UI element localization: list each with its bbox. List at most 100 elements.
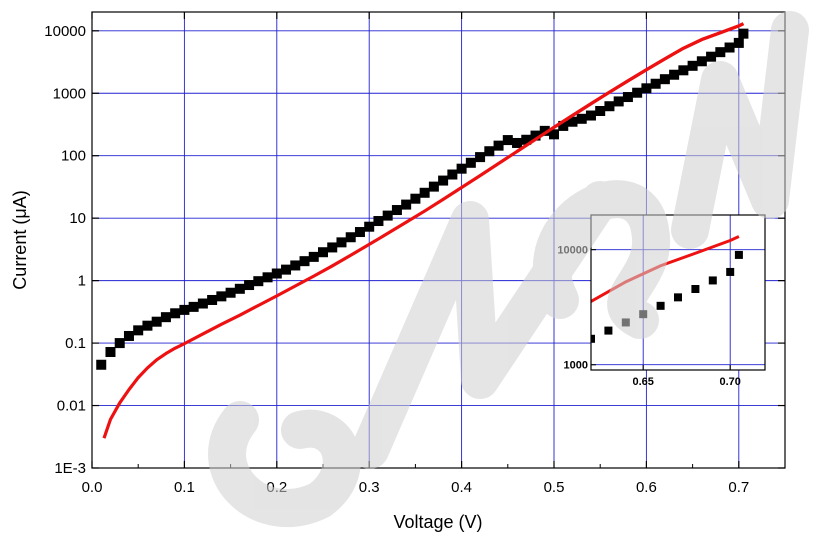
data-point bbox=[281, 264, 292, 275]
data-point bbox=[345, 232, 356, 243]
x-tick-label: 0.0 bbox=[82, 479, 103, 496]
data-point bbox=[502, 135, 513, 146]
inset-data-point bbox=[674, 293, 682, 302]
y-tick-label: 0.1 bbox=[65, 335, 86, 352]
data-point bbox=[188, 301, 199, 312]
data-point bbox=[641, 83, 652, 94]
data-point bbox=[512, 137, 523, 148]
data-point bbox=[604, 101, 615, 112]
data-point bbox=[558, 120, 569, 131]
data-point bbox=[549, 129, 559, 140]
y-tick-label: 10 bbox=[69, 210, 86, 227]
x-axis-title: Voltage (V) bbox=[393, 512, 482, 532]
data-point bbox=[253, 276, 264, 287]
data-point bbox=[308, 251, 319, 262]
data-point bbox=[105, 346, 116, 357]
data-point bbox=[456, 163, 467, 174]
data-point bbox=[576, 113, 587, 124]
inset-data-point bbox=[656, 301, 665, 310]
inset-data-point bbox=[639, 310, 648, 319]
data-point bbox=[299, 256, 310, 267]
data-point bbox=[613, 96, 624, 107]
data-point bbox=[687, 60, 698, 71]
inset-y-tick-label: 10000 bbox=[557, 245, 588, 257]
data-point bbox=[354, 227, 365, 238]
data-point bbox=[123, 330, 134, 341]
data-point bbox=[738, 28, 749, 39]
data-point bbox=[595, 105, 606, 116]
data-point bbox=[493, 140, 504, 151]
data-point bbox=[475, 152, 486, 163]
data-point bbox=[465, 157, 476, 168]
data-point bbox=[160, 312, 171, 323]
y-tick-label: 1000 bbox=[53, 85, 86, 102]
x-tick-label: 0.4 bbox=[451, 479, 472, 496]
data-point bbox=[327, 242, 338, 253]
data-point bbox=[179, 304, 190, 315]
data-point bbox=[706, 51, 717, 62]
data-point bbox=[225, 287, 236, 298]
y-tick-label: 1E-3 bbox=[54, 460, 86, 477]
x-tick-label: 0.6 bbox=[636, 479, 657, 496]
data-point bbox=[336, 237, 347, 248]
y-axis-title: Current (μA) bbox=[10, 190, 30, 289]
inset-x-tick-label: 0.65 bbox=[632, 376, 653, 388]
inset-data-point bbox=[726, 267, 735, 276]
inset-x-tick-label: 0.70 bbox=[719, 376, 740, 388]
data-point bbox=[391, 205, 402, 216]
data-point bbox=[114, 338, 125, 349]
x-tick-label: 0.2 bbox=[266, 479, 287, 496]
data-point bbox=[567, 116, 578, 127]
data-point bbox=[428, 181, 439, 192]
inset-data-point bbox=[621, 318, 630, 327]
data-point bbox=[244, 280, 255, 291]
data-point bbox=[373, 216, 384, 227]
y-tick-label: 100 bbox=[61, 148, 86, 165]
x-tick-label: 0.1 bbox=[174, 479, 195, 496]
data-point bbox=[438, 175, 449, 186]
x-tick-label: 0.3 bbox=[359, 479, 380, 496]
data-point bbox=[659, 74, 670, 85]
data-point bbox=[419, 187, 430, 198]
data-point bbox=[170, 308, 181, 319]
data-point bbox=[669, 69, 680, 80]
inset-x-axis: 0.65 0.70 bbox=[632, 365, 741, 388]
data-point bbox=[484, 146, 495, 157]
x-tick-label: 0.5 bbox=[544, 479, 565, 496]
data-point bbox=[234, 283, 245, 294]
inset-data-point bbox=[708, 276, 717, 285]
y-tick-label: 1 bbox=[78, 273, 86, 290]
data-point bbox=[142, 320, 153, 331]
data-point bbox=[96, 359, 107, 370]
data-point bbox=[530, 130, 541, 141]
inset-background bbox=[591, 215, 765, 370]
data-point bbox=[733, 37, 744, 48]
data-point bbox=[696, 56, 707, 67]
data-point bbox=[364, 221, 375, 232]
data-point bbox=[382, 210, 393, 221]
data-point bbox=[650, 78, 661, 89]
data-point bbox=[622, 92, 633, 103]
data-point bbox=[216, 291, 227, 302]
data-point bbox=[401, 199, 412, 210]
inset-data-point bbox=[734, 250, 743, 259]
data-point bbox=[539, 125, 550, 136]
inset-data-point bbox=[691, 285, 700, 294]
y-tick-label: 0.01 bbox=[57, 398, 86, 415]
data-point bbox=[715, 47, 726, 58]
data-point bbox=[197, 298, 208, 309]
data-point bbox=[133, 325, 144, 336]
inset-y-tick-label: 1000 bbox=[564, 360, 588, 372]
y-tick-label: 10000 bbox=[44, 23, 86, 40]
data-point bbox=[447, 169, 458, 180]
data-point bbox=[262, 272, 273, 283]
data-point bbox=[521, 134, 532, 145]
data-point bbox=[207, 294, 218, 305]
data-point bbox=[585, 110, 596, 121]
data-point bbox=[151, 316, 162, 327]
data-point bbox=[678, 65, 689, 76]
data-point bbox=[724, 42, 735, 53]
x-tick-label: 0.7 bbox=[728, 479, 749, 496]
data-point bbox=[632, 87, 643, 98]
